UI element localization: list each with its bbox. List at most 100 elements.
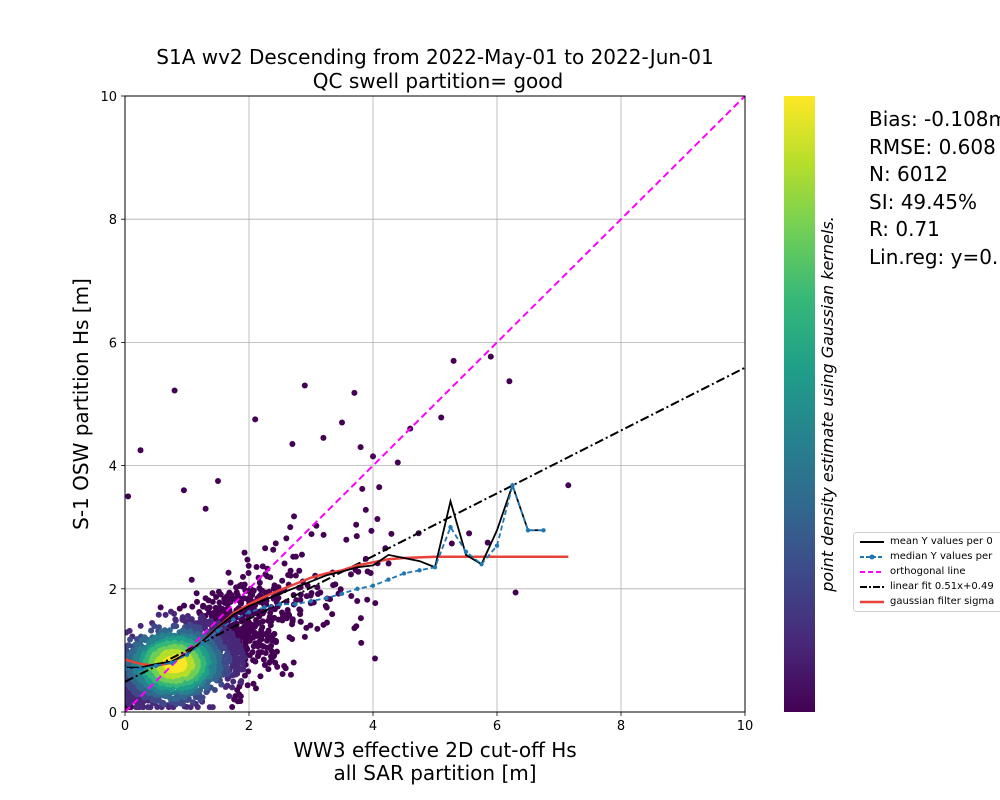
scatter-point xyxy=(466,530,473,537)
y-tick-label: 2 xyxy=(109,583,117,598)
scatter-point xyxy=(250,643,257,650)
scatter-point xyxy=(253,563,260,570)
scatter-point xyxy=(244,556,251,563)
scatter-point xyxy=(353,521,360,528)
stat-bias: Bias: -0.108m xyxy=(869,107,1000,131)
scatter-point xyxy=(376,484,383,491)
scatter-point xyxy=(202,505,209,512)
y-tick-label: 4 xyxy=(109,460,117,475)
x-tick-label: 6 xyxy=(493,719,501,734)
scatter-point xyxy=(343,536,350,543)
median-point xyxy=(479,561,484,567)
scatter-point xyxy=(245,569,252,576)
scatter-point xyxy=(189,603,196,610)
scatter-point xyxy=(330,582,337,589)
scatter-point xyxy=(260,656,267,663)
scatter-point xyxy=(230,678,237,685)
scatter-point xyxy=(287,671,294,678)
scatter-point xyxy=(170,623,177,630)
scatter-point xyxy=(137,447,144,454)
scatter-point xyxy=(232,693,239,700)
scatter-point xyxy=(256,579,263,586)
scatter-point xyxy=(233,584,240,591)
scatter-point xyxy=(245,562,252,569)
scatter-point xyxy=(348,592,355,599)
scatter-point xyxy=(261,661,268,668)
legend-swatch-median xyxy=(860,554,884,560)
scatter-point xyxy=(351,625,358,632)
scatter-point xyxy=(265,617,272,624)
scatter-point xyxy=(297,611,304,618)
scatter-point xyxy=(238,600,245,607)
median-point xyxy=(370,583,376,588)
scatter-point xyxy=(125,493,132,500)
x-tick-label: 8 xyxy=(617,719,625,734)
scatter-point xyxy=(351,389,358,396)
median-point xyxy=(215,628,221,633)
median-point xyxy=(525,528,531,533)
chart-subtitle: QC swell partition= good xyxy=(313,69,563,93)
legend-label-linear-fit: linear fit 0.51x+0.49 xyxy=(890,581,994,592)
scatter-point xyxy=(372,600,379,607)
scatter-point xyxy=(250,657,257,664)
legend-label-gaussian: gaussian filter sigma xyxy=(890,596,995,607)
scatter-point xyxy=(171,387,178,394)
scatter-point xyxy=(359,485,366,492)
scatter-point xyxy=(296,606,303,613)
scatter-point xyxy=(264,637,271,644)
scatter-point xyxy=(205,678,212,685)
median-point xyxy=(125,666,128,672)
median-point xyxy=(417,568,422,573)
legend-swatch-linear-fit xyxy=(860,586,884,588)
scatter-point xyxy=(364,596,371,603)
scatter-point xyxy=(188,576,195,583)
scatter-point xyxy=(297,618,304,625)
scatter-point xyxy=(308,531,315,538)
scatter-point xyxy=(290,553,297,560)
scatter-point xyxy=(215,667,222,674)
median-point xyxy=(432,565,438,570)
scatter-point xyxy=(126,627,133,634)
median-point xyxy=(339,591,345,596)
scatter-point xyxy=(301,633,308,640)
median-point xyxy=(401,571,407,576)
scatter-point xyxy=(565,482,572,489)
scatter-point xyxy=(206,704,213,711)
median-point xyxy=(262,605,267,610)
scatter-point xyxy=(245,668,252,675)
scatter-points xyxy=(125,353,572,711)
scatter-point xyxy=(298,551,305,558)
scatter-point xyxy=(127,636,134,643)
x-axis-label-line1: WW3 effective 2D cut-off Hs xyxy=(293,738,576,762)
scatter-point xyxy=(364,568,371,575)
scatter-point xyxy=(250,680,257,687)
y-axis-label: S-1 OSW partition Hs [m] xyxy=(69,278,93,530)
median-point xyxy=(494,543,500,548)
scatter-point xyxy=(450,357,457,364)
scatter-point xyxy=(374,515,381,522)
scatter-point xyxy=(217,591,224,598)
scatter-point xyxy=(252,685,259,692)
scatter-point xyxy=(320,621,327,628)
scatter-point xyxy=(213,594,220,601)
scatter-point xyxy=(229,684,236,691)
scatter-point xyxy=(368,527,375,534)
scatter-point xyxy=(172,617,179,624)
scatter-point xyxy=(296,567,303,574)
scatter-point xyxy=(362,506,369,513)
scatter-point xyxy=(151,623,158,630)
chart-legend: mean Y values per 0 median Y values per … xyxy=(853,532,1000,612)
scatter-point xyxy=(290,659,297,666)
scatter-point xyxy=(224,675,231,682)
scatter-point xyxy=(224,601,231,608)
scatter-point xyxy=(357,615,364,622)
mean-line xyxy=(125,482,544,669)
scatter-point xyxy=(257,673,264,680)
y-tick-label: 0 xyxy=(109,706,117,721)
linear-fit-line xyxy=(125,366,745,683)
scatter-point xyxy=(181,602,188,609)
scatter-point xyxy=(303,624,310,631)
scatter-point xyxy=(268,647,275,654)
legend-item-mean: mean Y values per 0 xyxy=(854,535,1000,549)
